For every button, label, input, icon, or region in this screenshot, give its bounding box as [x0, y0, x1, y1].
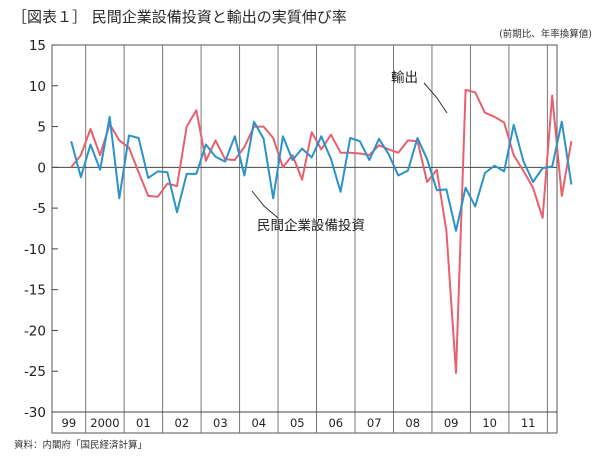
y-axis: 15 10 5 0 -5 -10 -15 -20 -25 -30 [24, 38, 58, 421]
y-tick-label: -15 [24, 283, 46, 299]
y-tick-label: 5 [37, 120, 46, 136]
year-axis: 99 2000 01 02 03 04 05 06 07 08 09 10 11 [62, 416, 536, 430]
unit-note: (前期比、年率換算値) [499, 28, 592, 40]
y-tick-label: 10 [29, 79, 46, 95]
year-label: 06 [328, 416, 343, 430]
year-label: 03 [213, 416, 228, 430]
leader-capex [251, 190, 279, 219]
y-tick-label: 0 [37, 160, 46, 176]
y-tick-label: 15 [29, 38, 46, 54]
year-label: 09 [444, 416, 459, 430]
year-label: 01 [136, 416, 151, 430]
year-label: 99 [62, 416, 77, 430]
year-label: 08 [405, 416, 420, 430]
y-tick-label: -10 [24, 242, 46, 258]
annotation-export: 輸出 [391, 70, 418, 86]
series-line-capex [70, 115, 573, 232]
y-tick-label: -25 [24, 364, 46, 380]
year-label: 10 [482, 416, 497, 430]
chart-title: ［図表１］ 民間企業設備投資と輸出の実質伸び率 [12, 8, 347, 26]
annotation-capex: 民間企業設備投資 [257, 217, 365, 234]
year-label: 2000 [90, 416, 119, 430]
year-label: 07 [367, 416, 382, 430]
y-tick-label: -20 [24, 323, 46, 339]
year-label: 04 [251, 416, 266, 430]
y-tick-label: -5 [33, 201, 46, 217]
source-note: 資料：内閣府「国民経済計算」 [14, 439, 147, 451]
series-line-export [70, 88, 573, 374]
y-tick-label: -30 [24, 405, 46, 421]
leader-export [423, 82, 448, 114]
year-grid [85, 45, 548, 433]
year-label: 05 [290, 416, 305, 430]
plot-frame [51, 44, 558, 434]
year-label: 11 [521, 416, 536, 430]
year-label: 02 [175, 416, 190, 430]
